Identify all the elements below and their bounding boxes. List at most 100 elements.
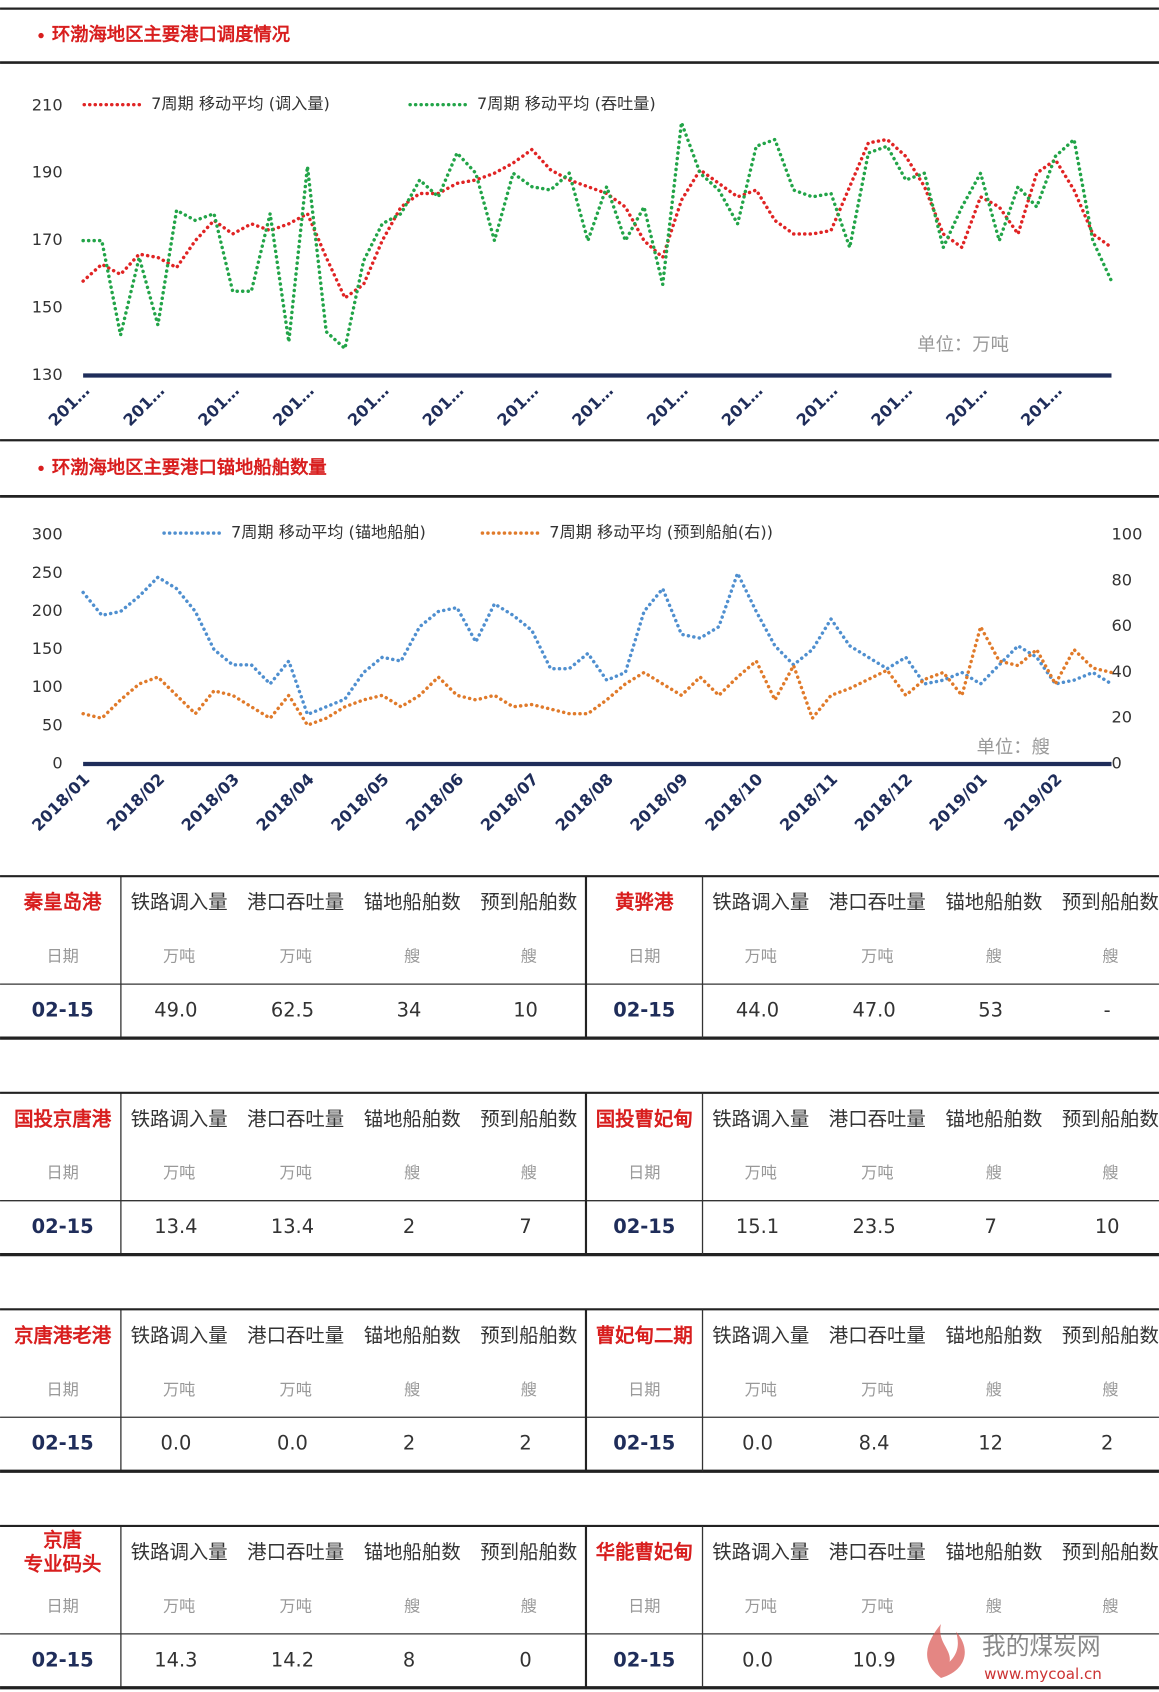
legend-label: 7周期 移动平均 (调入量) xyxy=(151,94,330,113)
y-tick-label: 150 xyxy=(32,639,63,658)
value-cell: 2 xyxy=(519,1432,531,1455)
port-table: 国投曹妃甸铁路调入量港口吞吐量锚地船舶数预到船舶数日期万吨万吨艘艘02-1515… xyxy=(596,1093,1159,1255)
x-tick-label: 201… xyxy=(269,381,318,430)
y-tick-label: 200 xyxy=(32,601,63,620)
screen: 环渤海地区主要港口调度情况 环渤海地区主要港口锚地船舶数量 1301501701… xyxy=(0,0,1159,1692)
value-cell: 13.4 xyxy=(154,1215,197,1238)
legend-label: 7周期 移动平均 (锚地船舶) xyxy=(231,523,426,542)
column-header: 铁路调入量 xyxy=(712,1324,809,1347)
value-cell: 10 xyxy=(513,999,538,1022)
x-tick-label: 2018/12 xyxy=(851,770,916,835)
port-name: 曹妃甸二期 xyxy=(596,1324,693,1347)
unit-cell: 日期 xyxy=(628,1163,660,1182)
column-header: 预到船舶数 xyxy=(480,1540,577,1563)
y2-tick-label: 60 xyxy=(1111,616,1132,635)
watermark: 我的煤炭网 www.mycoal.cn xyxy=(927,1624,1102,1683)
series-line xyxy=(83,573,1111,714)
port-name: 国投曹妃甸 xyxy=(596,1107,693,1130)
column-header: 预到船舶数 xyxy=(1062,1324,1159,1347)
value-cell: 2 xyxy=(403,1432,415,1455)
date-cell: 02-15 xyxy=(613,1648,675,1671)
date-cell: 02-15 xyxy=(32,1648,94,1671)
value-cell: 8.4 xyxy=(859,1432,890,1455)
unit-cell: 万吨 xyxy=(163,947,195,966)
value-cell: 15.1 xyxy=(736,1215,779,1238)
page: {"chart_data":[ {"type":"line","title":"… xyxy=(0,0,1159,1692)
value-cell: 0.0 xyxy=(742,1648,773,1671)
value-cell: 14.2 xyxy=(271,1648,314,1671)
date-cell: 02-15 xyxy=(32,999,94,1022)
column-header: 预到船舶数 xyxy=(480,1324,577,1347)
x-tick-label: 2018/02 xyxy=(103,770,168,835)
value-cell: 2 xyxy=(1101,1432,1113,1455)
value-cell: 13.4 xyxy=(271,1215,314,1238)
unit-cell: 万吨 xyxy=(280,947,312,966)
x-tick-label: 201… xyxy=(194,381,243,430)
value-cell: 0 xyxy=(519,1648,531,1671)
unit-cell: 艘 xyxy=(404,1163,420,1182)
unit-cell: 万吨 xyxy=(163,1163,195,1182)
port-table: 黄骅港铁路调入量港口吞吐量锚地船舶数预到船舶数日期万吨万吨艘艘02-1544.0… xyxy=(613,876,1159,1038)
series-line xyxy=(83,123,1111,349)
column-header: 锚地船舶数 xyxy=(364,1107,461,1130)
column-header: 预到船舶数 xyxy=(1062,1540,1159,1563)
y-tick-label: 170 xyxy=(32,230,63,249)
x-tick-label: 201… xyxy=(419,381,468,430)
unit-cell: 艘 xyxy=(521,1380,537,1399)
bullet xyxy=(38,33,43,38)
y-tick-label: 210 xyxy=(32,95,63,114)
y-tick-label: 300 xyxy=(32,525,63,544)
column-header: 港口吞吐量 xyxy=(829,1540,926,1563)
x-tick-label: 2018/09 xyxy=(626,770,691,835)
unit-annotation: 单位：艘 xyxy=(977,737,1050,758)
column-header: 港口吞吐量 xyxy=(829,891,926,914)
y-tick-label: 250 xyxy=(32,563,63,582)
x-tick-label: 201… xyxy=(867,381,916,430)
x-tick-label: 2018/10 xyxy=(701,770,766,835)
unit-cell: 万吨 xyxy=(861,1380,893,1399)
y-tick-label: 50 xyxy=(42,715,63,734)
unit-cell: 万吨 xyxy=(861,1163,893,1182)
port-name: 黄骅港 xyxy=(615,891,674,914)
unit-cell: 万吨 xyxy=(861,1596,893,1615)
column-header: 铁路调入量 xyxy=(131,1540,228,1563)
port-name: 专业码头 xyxy=(24,1552,102,1575)
unit-cell: 艘 xyxy=(986,1163,1002,1182)
unit-cell: 万吨 xyxy=(745,1163,777,1182)
value-cell: 12 xyxy=(978,1432,1003,1455)
x-tick-label: 201… xyxy=(643,381,692,430)
y-tick-label: 190 xyxy=(32,163,63,182)
x-tick-label: 201… xyxy=(45,381,94,430)
value-cell: - xyxy=(1104,999,1111,1022)
unit-cell: 日期 xyxy=(628,1596,660,1615)
column-header: 预到船舶数 xyxy=(1062,891,1159,914)
date-cell: 02-15 xyxy=(32,1432,94,1455)
y-tick-label: 0 xyxy=(52,753,62,772)
legend-label: 7周期 移动平均 (预到船舶(右)) xyxy=(549,523,773,542)
unit-cell: 日期 xyxy=(46,1596,78,1615)
x-tick-label: 201… xyxy=(1017,381,1066,430)
x-tick-label: 2018/08 xyxy=(552,770,617,835)
port-name: 京唐港老港 xyxy=(14,1324,112,1347)
unit-cell: 艘 xyxy=(404,947,420,966)
value-cell: 2 xyxy=(403,1215,415,1238)
x-tick-label: 2018/06 xyxy=(402,770,467,835)
unit-cell: 万吨 xyxy=(745,947,777,966)
date-cell: 02-15 xyxy=(32,1215,94,1238)
x-tick-label: 2018/01 xyxy=(28,770,93,835)
value-cell: 34 xyxy=(397,999,422,1022)
column-header: 锚地船舶数 xyxy=(945,891,1042,914)
x-tick-label: 2018/03 xyxy=(178,770,243,835)
watermark-icon xyxy=(927,1624,965,1678)
date-cell: 02-15 xyxy=(613,999,675,1022)
column-header: 锚地船舶数 xyxy=(945,1540,1042,1563)
unit-cell: 艘 xyxy=(1102,1163,1118,1182)
x-tick-label: 201… xyxy=(793,381,842,430)
value-cell: 8 xyxy=(403,1648,415,1671)
value-cell: 53 xyxy=(978,999,1003,1022)
unit-cell: 艘 xyxy=(404,1596,420,1615)
x-tick-label: 201… xyxy=(568,381,617,430)
y2-tick-label: 20 xyxy=(1111,708,1132,727)
value-cell: 44.0 xyxy=(736,999,779,1022)
unit-cell: 艘 xyxy=(521,947,537,966)
